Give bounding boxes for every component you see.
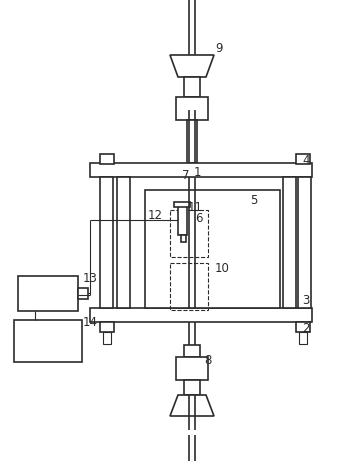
Bar (298, 177, 311, 308)
Bar (181, 235, 186, 242)
Bar (184, 77, 200, 97)
Text: 3: 3 (302, 294, 309, 307)
Bar (174, 202, 190, 207)
Bar (170, 263, 208, 310)
Text: 5: 5 (250, 194, 257, 207)
Bar (100, 177, 113, 308)
Bar (170, 210, 208, 257)
Text: 12: 12 (148, 208, 163, 221)
Bar (296, 322, 310, 332)
Bar (283, 177, 296, 308)
Bar (184, 345, 200, 357)
Bar (90, 308, 312, 322)
Bar (78, 288, 88, 299)
Text: 4: 4 (302, 154, 309, 166)
Text: 10: 10 (215, 261, 230, 274)
Text: 11: 11 (188, 201, 203, 213)
Bar (299, 332, 307, 344)
Polygon shape (170, 395, 214, 416)
Bar (14, 320, 82, 362)
Bar (178, 205, 187, 235)
Bar (187, 120, 197, 163)
Text: 8: 8 (204, 354, 211, 366)
Bar (103, 332, 111, 344)
Bar (176, 357, 208, 380)
Bar (100, 154, 114, 164)
Bar (18, 276, 78, 311)
Polygon shape (170, 55, 214, 77)
Bar (145, 190, 280, 308)
Bar (176, 97, 208, 120)
Text: 14: 14 (83, 315, 98, 329)
Bar (296, 154, 310, 164)
Text: 7: 7 (182, 169, 189, 182)
Text: 1: 1 (194, 165, 202, 178)
Bar (100, 322, 114, 332)
Text: 13: 13 (83, 272, 98, 284)
Text: 9: 9 (215, 41, 222, 54)
Bar (117, 177, 130, 308)
Text: 2: 2 (302, 321, 309, 335)
Bar (90, 163, 312, 177)
Bar (184, 380, 200, 395)
Text: 6: 6 (195, 212, 203, 225)
